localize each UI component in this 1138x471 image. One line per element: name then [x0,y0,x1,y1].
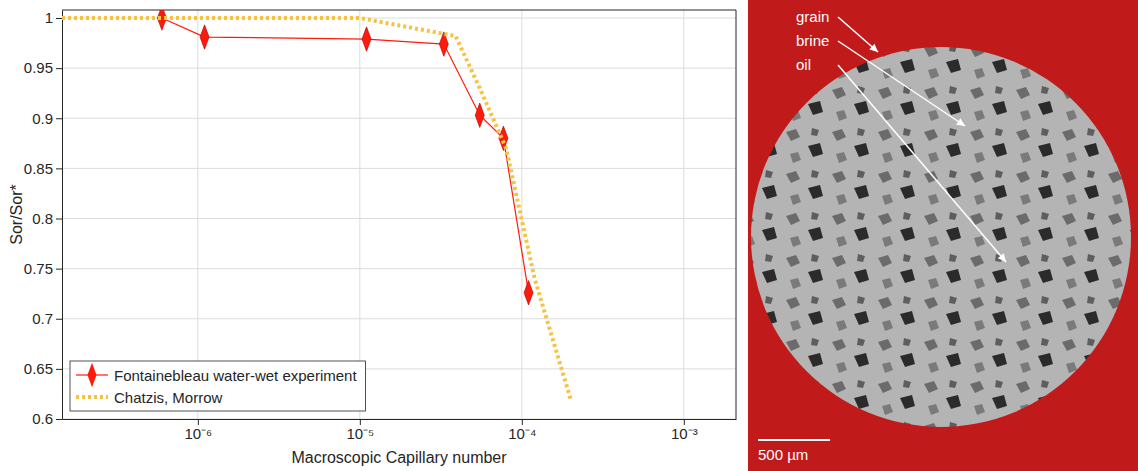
tick-mark [56,18,62,19]
arrow-head [956,118,965,126]
image-background [748,0,1138,471]
tick: 10⁻⁶ [184,419,212,442]
tick-mark [56,319,62,320]
tick-label: 10⁻⁶ [184,425,212,442]
tick-label: 0.85 [24,160,53,177]
grid-line [521,10,522,419]
tick-label: 10⁻⁵ [346,425,374,442]
tick: 0.9 [32,110,62,127]
arrow-head [869,44,878,52]
grid-line [62,419,736,420]
arrow [838,17,878,52]
tick-mark [56,168,62,169]
tick-mark [56,68,62,69]
marker [157,10,166,30]
marker [200,25,209,49]
grid-line [62,168,736,169]
figure: 10⁻⁶ 10⁻⁵ 10⁻⁴ 10⁻³ 0.6 0.65 0.7 0.75 0.8 0.85 0.9… [0,0,1138,471]
tick: 0.95 [24,59,62,76]
grid-line [62,318,736,319]
tick-mark [56,118,62,119]
image-label: brine [796,32,829,49]
y-axis: 0.6 0.65 0.7 0.75 0.8 0.85 0.9 0.95 1 [24,9,63,427]
tick-label: 0.8 [32,210,53,227]
tick: 0.75 [24,260,62,277]
grid-line [359,10,360,419]
image-label: grain [796,8,829,25]
tick-mark [56,269,62,270]
grid-line [683,10,684,419]
legend-label: Chatzis, Morrow [114,389,223,406]
data-layer [62,10,571,399]
image-label: oil [796,56,811,73]
tick: 0.65 [24,360,62,377]
tick-label: 0.9 [32,110,53,127]
tick-label: 1 [45,9,53,26]
tick: 0.8 [32,210,62,227]
grid-line [62,68,736,69]
series-line [62,18,571,399]
tick: 1 [45,9,62,26]
legend-item: Fontainebleau water-wet experiment [76,363,357,387]
tick-label: 0.7 [32,310,53,327]
tick-label: 0.6 [32,410,53,427]
legend: Fontainebleau water-wet experiment Chatzi… [70,361,365,411]
arrow [838,41,965,126]
tick-label: 0.65 [24,360,53,377]
tick-mark [56,219,62,220]
sample-section [751,47,1131,427]
grid-line [62,218,736,219]
tick: 0.85 [24,160,62,177]
legend-box [70,361,365,411]
plot: 10⁻⁶ 10⁻⁵ 10⁻⁴ 10⁻³ 0.6 0.65 0.7 0.75 0.8 0.85 0.9… [24,6,737,442]
scale-bar-label: 500 µm [758,446,808,463]
grid-line [62,268,736,269]
tick: 10⁻⁴ [508,419,536,442]
x-axis: 10⁻⁶ 10⁻⁵ 10⁻⁴ 10⁻³ [63,419,737,442]
x-axis-title: Macroscopic Capillary number [291,449,507,466]
marker [524,280,533,304]
legend-swatch [76,395,108,399]
micro-ct-image: grain brine oil 500 µm [748,0,1138,471]
tick-mark [56,369,62,370]
tick: 0.6 [32,410,62,427]
grid-line [62,118,736,119]
tick-mark [56,419,62,420]
tick: 0.7 [32,310,62,327]
marker [475,103,484,127]
axis-line [62,11,63,420]
series-line [162,18,529,293]
tick-label: 0.75 [24,260,53,277]
marker [362,27,371,51]
scale-bar [758,439,830,441]
tick-label: 0.95 [24,59,53,76]
axis-line [63,419,737,420]
legend-item: Chatzis, Morrow [76,389,223,406]
tick-label: 10⁻³ [671,425,698,442]
y-axis-title: Sor/Sor* [8,184,25,244]
legend-label: Fontainebleau water-wet experiment [114,367,357,384]
grid-line [197,10,198,419]
tick: 10⁻³ [671,419,698,442]
frame [736,10,737,419]
tick: 10⁻⁵ [346,419,374,442]
arrow-head [998,253,1006,262]
arrow [838,65,1006,262]
legend-marker [87,363,96,387]
tick-label: 10⁻⁴ [508,425,536,442]
plot-background [62,10,736,419]
